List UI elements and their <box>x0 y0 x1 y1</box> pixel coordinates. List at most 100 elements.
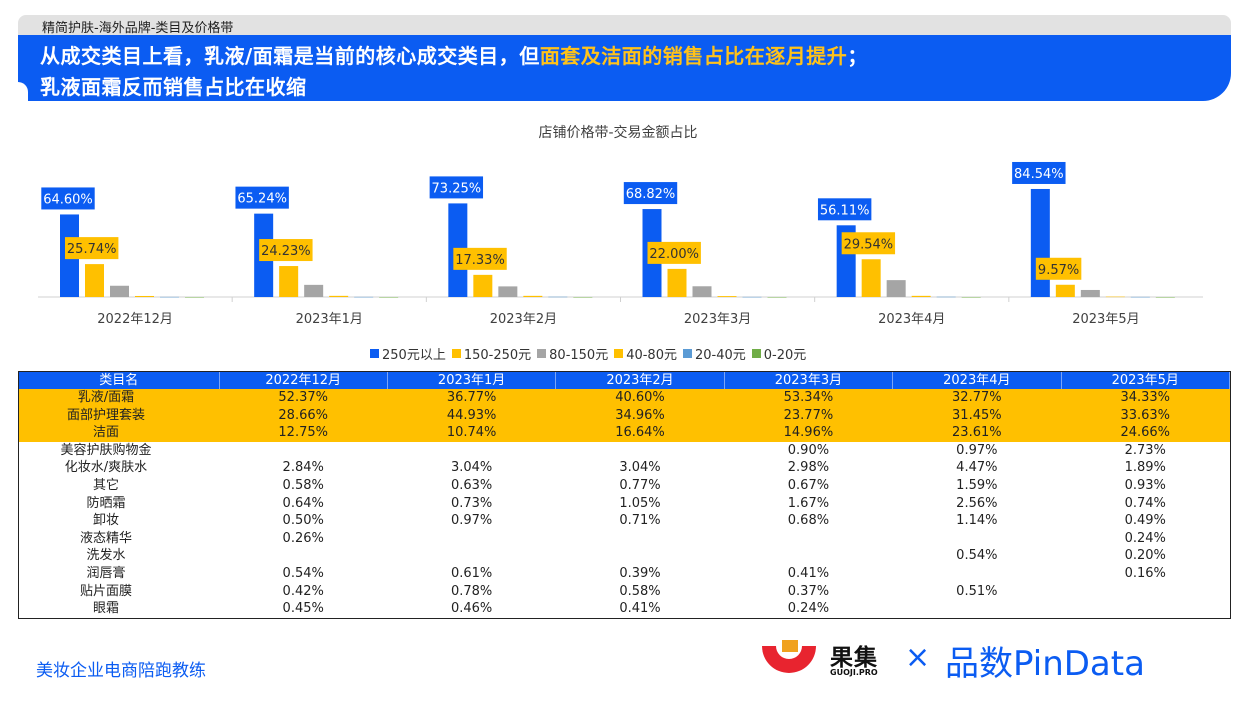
legend-item: 40-80元 <box>614 344 677 363</box>
value-cell: 1.14% <box>956 513 998 529</box>
bar-80-150元 <box>692 286 712 297</box>
value-cell: 0.93% <box>1124 477 1166 493</box>
value-cell <box>893 530 1061 548</box>
bar-150-250元 <box>861 259 881 297</box>
bar-40-80元 <box>135 295 154 297</box>
value-cell: 0.58% <box>619 583 661 599</box>
table-row: 液态精华 0.26% 0.24% <box>19 530 1230 548</box>
value-cell: 1.59% <box>956 477 998 493</box>
value-cell: 0.51% <box>956 583 998 599</box>
bar-250元以上 <box>1030 188 1050 297</box>
table-header-cell: 2023年3月 <box>724 372 894 389</box>
category-cell: 化妆水/爽肤水 <box>64 460 148 476</box>
value-cell: 44.93% <box>387 406 556 425</box>
headline-line-2: 乳液面霜反而销售占比在收缩 <box>40 75 307 99</box>
bar-40-80元 <box>717 296 737 297</box>
bar-40-80元 <box>329 295 349 297</box>
data-label-box <box>817 198 872 221</box>
bar-20-40元 <box>160 296 179 298</box>
data-label: 22.00% <box>649 247 699 262</box>
value-cell: 0.45% <box>282 601 324 617</box>
value-cell: 34.33% <box>1061 389 1230 407</box>
value-cell: 32.77% <box>892 389 1062 407</box>
bar-80-150元 <box>1080 289 1100 297</box>
value-cell: 33.63% <box>1061 406 1230 425</box>
value-cell: 0.41% <box>787 565 830 581</box>
legend-item: 0-20元 <box>751 344 806 363</box>
data-label: 24.23% <box>261 244 311 259</box>
data-label: 25.74% <box>67 242 117 257</box>
bar-80-150元 <box>886 280 906 297</box>
header-notch <box>18 82 28 101</box>
value-cell <box>893 565 1061 583</box>
legend-item: 150-250元 <box>451 344 531 363</box>
table-row: 其它 0.58% 0.63% 0.77% 0.67% 1.59% 0.93% <box>19 477 1230 495</box>
data-label-box <box>429 176 484 199</box>
legend-swatch <box>682 348 692 358</box>
legend-item: 250元以上 <box>370 344 446 363</box>
header-banner: 从成交类目上看，乳液/面霜是当前的核心成交类目，但面套及洁面的销售占比在逐月提升… <box>18 35 1231 101</box>
bar-20-40元 <box>548 296 568 298</box>
bar-150-250元 <box>667 268 687 297</box>
x-tick-label: 2022年12月 <box>97 312 173 327</box>
coach-text: 美妆企业电商陪跑教练 <box>36 661 206 681</box>
value-cell: 0.24% <box>787 601 830 617</box>
value-cell: 34.96% <box>555 406 725 425</box>
value-cell <box>724 530 892 548</box>
table-row: 洁面 12.75% 10.74% 16.64% 14.96% 23.61% 24.66% <box>19 424 1230 442</box>
data-label: 9.57% <box>1038 263 1079 278</box>
value-cell <box>387 442 555 460</box>
value-cell <box>387 547 555 565</box>
value-cell: 1.05% <box>619 495 661 511</box>
value-cell: 1.89% <box>1124 460 1166 476</box>
data-label-box <box>259 239 313 262</box>
category-cell: 洗发水 <box>86 548 126 564</box>
category-cell: 贴片面膜 <box>79 583 132 599</box>
table-row: 眼霜 0.45% 0.46% 0.41% 0.24% <box>19 600 1230 618</box>
category-cell: 面部护理套装 <box>19 406 219 425</box>
table-row: 面部护理套装 28.66% 44.93% 34.96% 23.77% 31.45% 33.6… <box>19 406 1230 425</box>
value-cell <box>219 442 387 460</box>
bar-80-150元 <box>304 284 324 297</box>
value-cell: 28.66% <box>219 406 388 425</box>
chart-legend: 250元以上 150-250元 80-150元 40-80元 20-40元 0-20元 <box>370 344 812 363</box>
category-cell: 美容护肤购物金 <box>60 442 152 458</box>
value-cell: 0.58% <box>282 477 324 493</box>
value-cell: 0.20% <box>1124 548 1166 564</box>
table-row: 润唇膏 0.54% 0.61% 0.39% 0.41% 0.16% <box>19 565 1230 583</box>
bar-0-20元 <box>185 297 204 298</box>
value-cell <box>556 442 724 460</box>
category-cell: 卸妆 <box>92 513 119 529</box>
value-cell: 0.73% <box>450 495 493 511</box>
legend-label: 40-80元 <box>626 347 677 363</box>
value-cell: 52.37% <box>219 389 388 407</box>
legend-item: 80-150元 <box>537 344 608 363</box>
value-cell: 0.63% <box>450 477 493 493</box>
value-cell: 16.64% <box>555 424 725 442</box>
legend-label: 20-40元 <box>694 347 746 363</box>
value-cell: 31.45% <box>892 406 1062 425</box>
value-cell: 12.75% <box>219 424 388 442</box>
bar-20-40元 <box>742 296 762 298</box>
legend-swatch <box>451 348 461 358</box>
value-cell: 0.64% <box>282 495 324 511</box>
table-row: 洗发水 0.54% 0.20% <box>19 547 1230 565</box>
headline-part-a: 从成交类目上看，乳液/面霜是当前的核心成交类目，但 <box>40 44 540 68</box>
table-row: 防晒霜 0.64% 0.73% 1.05% 1.67% 2.56% 0.74% <box>19 495 1230 513</box>
legend-swatch <box>537 348 547 358</box>
bar-0-20元 <box>379 297 399 298</box>
data-label: 73.25% <box>432 181 482 196</box>
bar-40-80元 <box>523 295 543 297</box>
bar-150-250元 <box>473 274 493 297</box>
bar-0-20元 <box>767 297 787 298</box>
legend-swatch <box>370 348 379 358</box>
value-cell <box>219 547 387 565</box>
value-cell: 0.26% <box>282 530 324 546</box>
x-tick-label: 2023年2月 <box>490 312 557 327</box>
value-cell: 2.56% <box>956 495 998 511</box>
data-label-box <box>65 237 119 260</box>
bar-150-250元 <box>1055 284 1075 297</box>
value-cell: 0.77% <box>619 477 661 493</box>
value-cell: 2.98% <box>787 460 830 476</box>
